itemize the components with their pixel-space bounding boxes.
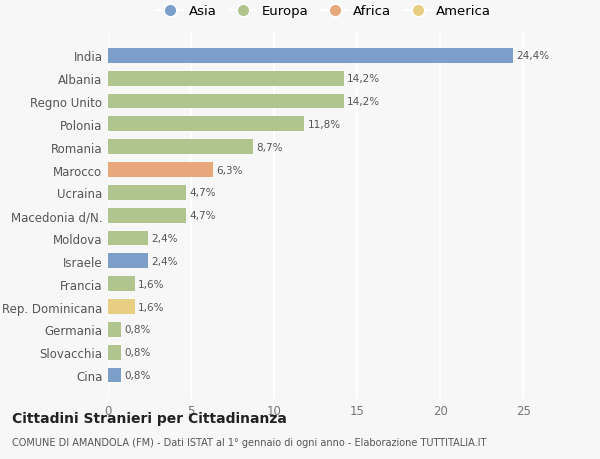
Text: 0,8%: 0,8% bbox=[125, 370, 151, 380]
Text: 4,7%: 4,7% bbox=[190, 211, 216, 221]
Bar bbox=[108, 299, 134, 314]
Text: COMUNE DI AMANDOLA (FM) - Dati ISTAT al 1° gennaio di ogni anno - Elaborazione T: COMUNE DI AMANDOLA (FM) - Dati ISTAT al … bbox=[12, 437, 487, 447]
Text: Cittadini Stranieri per Cittadinanza: Cittadini Stranieri per Cittadinanza bbox=[12, 411, 287, 425]
Bar bbox=[108, 322, 121, 337]
Text: 14,2%: 14,2% bbox=[347, 74, 380, 84]
Text: 2,4%: 2,4% bbox=[151, 234, 178, 244]
Text: 1,6%: 1,6% bbox=[138, 302, 164, 312]
Bar bbox=[108, 368, 121, 383]
Text: 4,7%: 4,7% bbox=[190, 188, 216, 198]
Text: 2,4%: 2,4% bbox=[151, 256, 178, 266]
Bar bbox=[108, 208, 186, 223]
Bar bbox=[108, 345, 121, 360]
Bar bbox=[108, 117, 304, 132]
Text: 0,8%: 0,8% bbox=[125, 347, 151, 358]
Bar bbox=[108, 140, 253, 155]
Text: 8,7%: 8,7% bbox=[256, 142, 283, 152]
Text: 0,8%: 0,8% bbox=[125, 325, 151, 335]
Legend: Asia, Europa, Africa, America: Asia, Europa, Africa, America bbox=[157, 5, 491, 18]
Text: 6,3%: 6,3% bbox=[216, 165, 242, 175]
Bar bbox=[108, 49, 514, 64]
Bar bbox=[108, 231, 148, 246]
Text: 11,8%: 11,8% bbox=[307, 120, 341, 129]
Bar bbox=[108, 254, 148, 269]
Text: 14,2%: 14,2% bbox=[347, 97, 380, 107]
Bar bbox=[108, 163, 212, 178]
Bar bbox=[108, 185, 186, 200]
Bar bbox=[108, 72, 344, 86]
Text: 1,6%: 1,6% bbox=[138, 279, 164, 289]
Bar bbox=[108, 95, 344, 109]
Bar bbox=[108, 277, 134, 291]
Text: 24,4%: 24,4% bbox=[517, 51, 550, 61]
